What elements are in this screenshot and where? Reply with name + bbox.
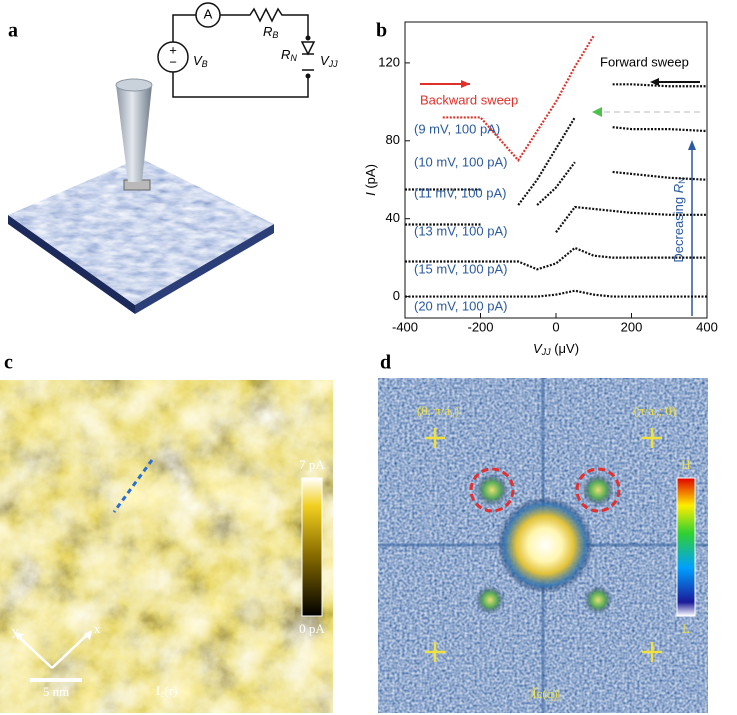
y-axis-label: I (pA) xyxy=(363,164,378,196)
surface-edge xyxy=(8,215,135,314)
stm-tip xyxy=(116,80,152,182)
terminal xyxy=(305,73,311,79)
panel-label: b xyxy=(376,20,387,42)
scale-label: 5 nm xyxy=(43,684,69,699)
series-line xyxy=(405,289,707,298)
panel-label: c xyxy=(4,352,13,374)
annotation: Forward sweep xyxy=(600,54,689,69)
series-line xyxy=(442,35,595,163)
rn-label: RN xyxy=(281,47,297,63)
y-tick-label: 0 xyxy=(393,288,400,303)
plus: + xyxy=(169,42,177,57)
peak xyxy=(476,586,504,614)
axis-y: y xyxy=(12,623,19,638)
annotation: Decreasing RN xyxy=(671,177,687,262)
map-label: |Ĩc(q)| xyxy=(530,686,560,701)
panel-b: b VJJ (μV) I (pA) Forward sweep Decreasi… xyxy=(363,20,717,358)
series-line xyxy=(405,246,707,271)
tip-top xyxy=(115,78,153,92)
x-tick-label: 0 xyxy=(552,319,559,334)
colorbar xyxy=(301,477,323,617)
colorbar-max: 7 pA xyxy=(299,457,325,472)
scale-bar xyxy=(30,678,82,682)
arrowhead xyxy=(592,107,602,117)
arrowhead xyxy=(650,78,659,86)
arrowhead xyxy=(461,80,470,88)
series-line xyxy=(612,83,707,88)
series-label: (20 mV, 100 pA) xyxy=(414,298,507,313)
highlight xyxy=(575,467,621,513)
series-label: (15 mV, 100 pA) xyxy=(414,261,507,276)
series-label: (10 mV, 100 pA) xyxy=(414,154,507,169)
current-map xyxy=(0,380,333,713)
x-tick-label: -200 xyxy=(467,319,493,334)
panel-d: d (0, π/a₀) (π/a₀; 0) H L |Ĩc(q)| xyxy=(378,352,708,713)
colorbar-min: 0 pA xyxy=(299,621,325,636)
series-line xyxy=(405,205,707,233)
x-tick-label: 200 xyxy=(621,319,643,334)
panel-label: a xyxy=(8,20,18,42)
panel-label: d xyxy=(380,352,391,374)
y-tick-label: 120 xyxy=(378,54,400,69)
corner-label: (π/a₀; 0) xyxy=(634,403,677,418)
surface-edge xyxy=(135,224,274,314)
minus: − xyxy=(169,54,177,69)
y-tick-label: 40 xyxy=(386,210,400,225)
arrowhead xyxy=(688,140,696,150)
colorbar xyxy=(676,477,696,617)
terminal xyxy=(305,35,311,41)
vjj-label: VJJ xyxy=(320,53,338,69)
axis-x: x xyxy=(94,621,101,636)
peak xyxy=(584,586,612,614)
series-label: (11 mV, 100 pA) xyxy=(414,185,507,200)
bragg-markers xyxy=(425,428,662,662)
peak xyxy=(476,474,508,506)
ammeter-label: A xyxy=(204,6,213,21)
series-line xyxy=(405,161,708,206)
vb-label: VB xyxy=(193,53,208,69)
series-line xyxy=(517,116,708,206)
center-peak xyxy=(497,497,593,593)
x-axis-label: VJJ (μV) xyxy=(533,341,579,357)
line-cut xyxy=(112,459,154,513)
colorbar-high: H xyxy=(681,457,690,472)
highlight xyxy=(469,467,515,513)
series-label: (13 mV, 100 pA) xyxy=(414,223,507,238)
peak xyxy=(582,474,614,506)
circuit xyxy=(157,2,316,98)
y-tick-label: 80 xyxy=(386,132,400,147)
corner-label: (0, π/a₀) xyxy=(417,403,459,418)
x-tick-label: -400 xyxy=(392,319,418,334)
panel-a: a A + − RB VB RN VJJ xyxy=(8,2,338,314)
series-label: (9 mV, 100 pA) xyxy=(414,121,500,136)
axes-arrows xyxy=(17,633,89,669)
colorbar-low: L xyxy=(682,621,690,636)
panel-c: c 7 pA 0 pA y x 5 nm Ic(r) xyxy=(0,352,333,713)
rb-label: RB xyxy=(263,24,278,40)
x-tick-label: 400 xyxy=(696,319,718,334)
series-label: Backward sweep xyxy=(420,92,518,107)
map-label: Ic(r) xyxy=(156,683,177,699)
